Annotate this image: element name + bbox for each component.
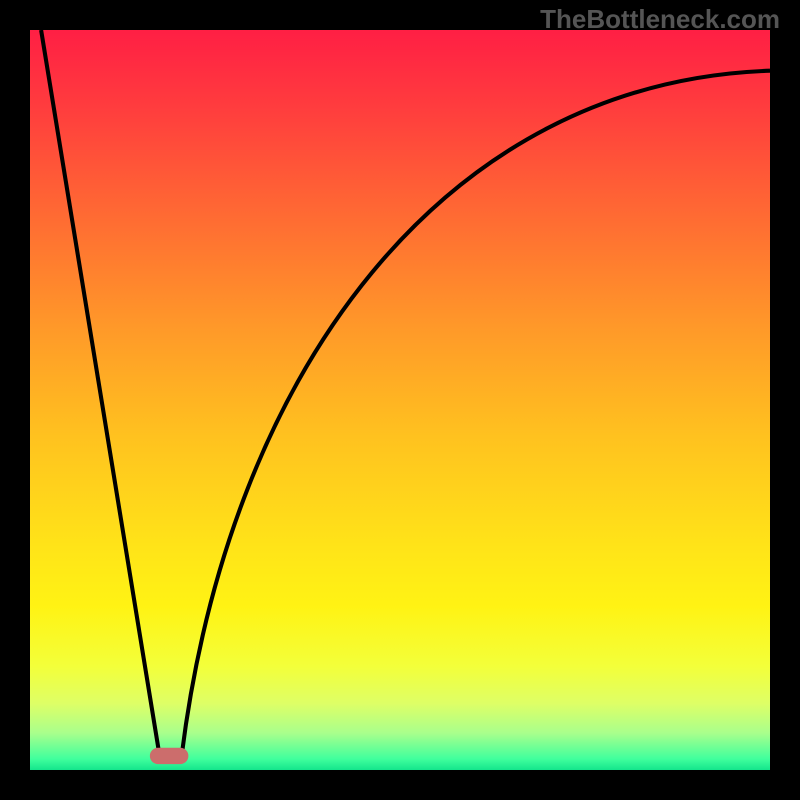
curve-left-line: [41, 30, 159, 755]
chart-stage: TheBottleneck.com: [0, 0, 800, 800]
min-marker: [150, 748, 188, 764]
curve-right-saturating: [182, 71, 770, 756]
plot-area: [30, 30, 770, 770]
watermark-label: TheBottleneck.com: [540, 4, 780, 35]
curves-layer: [30, 30, 770, 770]
